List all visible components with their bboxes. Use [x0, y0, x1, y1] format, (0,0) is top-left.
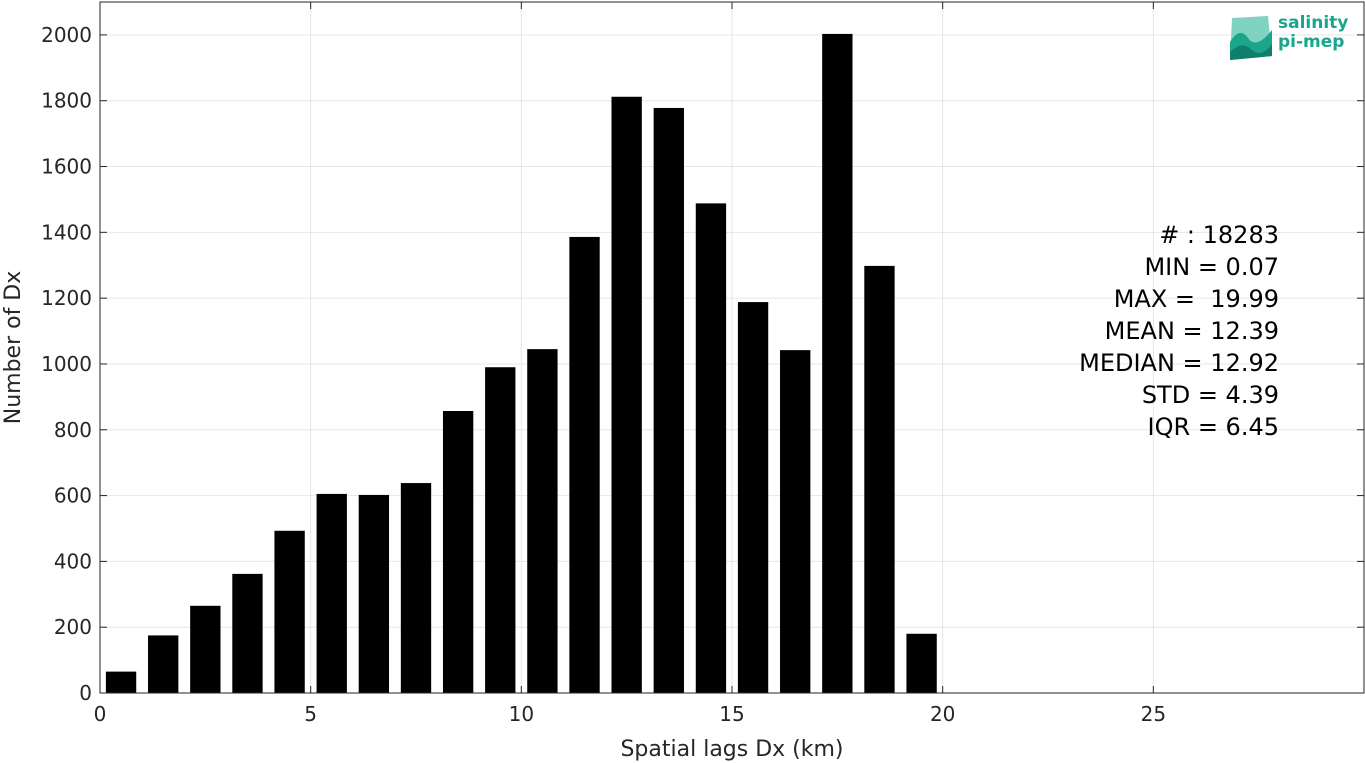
- histogram-bar: [527, 349, 558, 693]
- y-axis-label: Number of Dx: [1, 271, 26, 425]
- stat-line: # : 18283: [1159, 221, 1279, 249]
- x-axis-ticks: 0 5 10 15 20 25: [94, 2, 1166, 726]
- histogram-bar: [148, 635, 179, 693]
- x-tick-label: 0: [94, 702, 107, 726]
- x-tick-label: 20: [930, 702, 955, 726]
- y-axis-ticks: 0 200 400 600 800 1000 1200 1400 1600 1800 2000: [41, 23, 1364, 705]
- histogram-bar: [822, 33, 853, 694]
- grid-lines: [99, 2, 1364, 694]
- histogram-bar: [906, 633, 937, 693]
- x-tick-label: 15: [719, 702, 744, 726]
- statistics-annotation: # : 18283 MIN = 0.07 MAX = 19.99 MEAN = 12.…: [1079, 221, 1279, 441]
- histogram-bar: [316, 493, 347, 693]
- histogram-bar: [695, 203, 727, 693]
- y-tick-label: 200: [54, 615, 92, 639]
- histogram-bar: [232, 573, 263, 693]
- stat-line: MIN = 0.07: [1144, 253, 1279, 281]
- histogram-bar: [864, 265, 895, 693]
- y-tick-label: 0: [79, 681, 92, 705]
- stat-line: MAX = 19.99: [1114, 285, 1279, 313]
- histogram-bar: [780, 350, 811, 693]
- histogram-bar: [569, 236, 600, 693]
- salinity-pi-mep-logo: salinity pi-mep: [1228, 12, 1358, 64]
- wave-logo-icon: [1230, 16, 1272, 60]
- x-tick-label: 10: [509, 702, 534, 726]
- y-tick-label: 600: [54, 484, 92, 508]
- histogram-bar: [274, 530, 305, 693]
- stat-line: MEAN = 12.39: [1105, 317, 1279, 345]
- bars: [105, 33, 937, 694]
- histogram-bar: [611, 96, 642, 693]
- y-tick-label: 1400: [41, 220, 92, 244]
- histogram-bar: [653, 107, 684, 694]
- logo-line-1: salinity: [1278, 13, 1349, 33]
- histogram-bar: [400, 483, 432, 693]
- histogram-bar: [485, 367, 516, 693]
- y-tick-label: 1000: [41, 352, 92, 376]
- y-tick-label: 800: [54, 418, 92, 442]
- histogram-bar: [358, 494, 390, 693]
- stat-line: IQR = 6.45: [1148, 413, 1279, 441]
- y-tick-label: 1600: [41, 155, 92, 179]
- y-tick-label: 400: [54, 549, 92, 573]
- x-tick-label: 25: [1141, 702, 1166, 726]
- stat-line: STD = 4.39: [1142, 381, 1279, 409]
- stat-line: MEDIAN = 12.92: [1079, 349, 1279, 377]
- y-tick-label: 1200: [41, 286, 92, 310]
- histogram-bar: [190, 605, 221, 693]
- histogram-bar: [442, 411, 474, 693]
- histogram-bar: [737, 302, 769, 693]
- y-tick-label: 1800: [41, 89, 92, 113]
- y-tick-label: 2000: [41, 23, 92, 47]
- x-tick-label: 5: [304, 702, 317, 726]
- x-axis-label: Spatial lags Dx (km): [620, 737, 843, 762]
- histogram-bar: [105, 671, 137, 693]
- logo-line-2: pi-mep: [1278, 32, 1345, 52]
